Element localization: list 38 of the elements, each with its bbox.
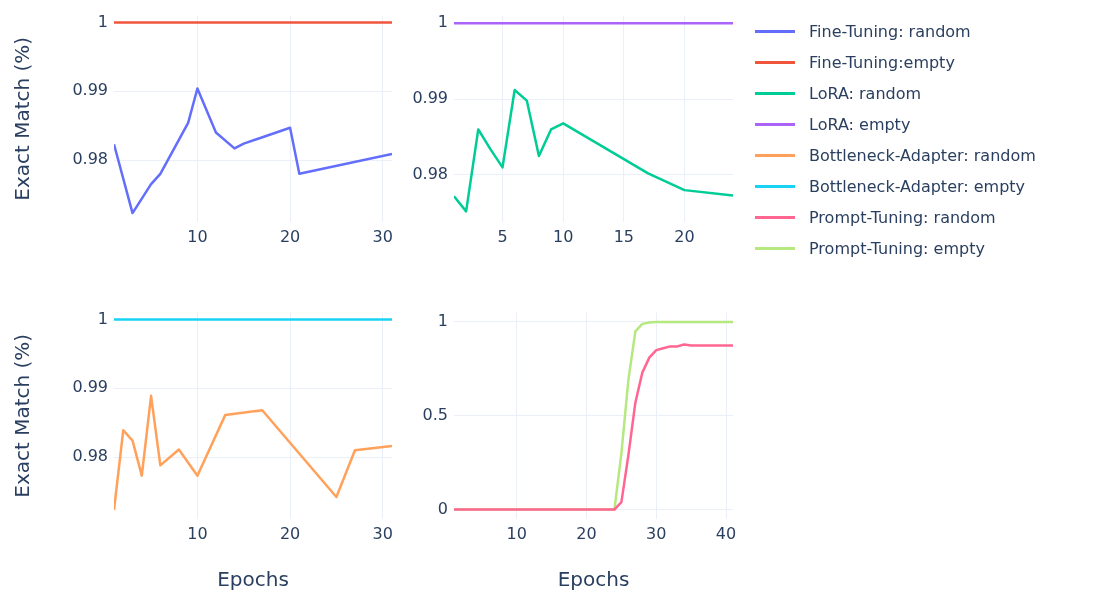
legend-label: Prompt-Tuning: empty [809,239,985,258]
x-tick-label: 30 [372,523,393,543]
x-axis-title: Epochs [217,567,289,592]
legend-label: Fine-Tuning:empty [809,53,955,72]
x-tick-label: 20 [279,523,301,543]
legend-label: Fine-Tuning: random [809,22,971,41]
x-tick-label: 10 [552,226,574,246]
y-tick-label: 1 [97,11,108,31]
y-tick-label: 0.98 [412,164,448,184]
x-tick-label: 30 [646,523,667,543]
y-axis-title: Exact Match (%) [10,333,35,498]
y-tick-label: 1 [437,311,448,331]
y-tick-label: 0.99 [412,88,448,108]
x-tick-label: 5 [497,226,508,246]
legend-label: Prompt-Tuning: random [809,208,996,227]
legend-label: Bottleneck-Adapter: empty [809,177,1026,196]
x-tick-label: 30 [372,226,393,246]
x-axis-title: Epochs [557,567,630,592]
x-tick-label: 10 [187,523,208,543]
y-tick-label: 0.98 [72,149,108,169]
x-tick-label: 20 [674,226,695,246]
y-tick-label: 0 [437,498,448,518]
x-tick-label: 10 [187,226,208,246]
x-tick-label: 15 [613,226,635,246]
x-tick-label: 40 [715,523,737,543]
x-tick-label: 20 [576,523,597,543]
y-tick-label: 0.98 [72,446,108,466]
legend-label: LoRA: empty [809,115,911,134]
x-tick-label: 10 [506,523,527,543]
y-tick-label: 0.99 [72,377,108,397]
y-axis-title: Exact Match (%) [10,36,35,201]
y-tick-label: 0.99 [72,80,108,100]
x-tick-label: 20 [279,226,301,246]
y-tick-label: 0.5 [422,404,448,424]
y-tick-label: 1 [97,308,108,328]
y-tick-label: 1 [437,12,448,32]
legend-label: Bottleneck-Adapter: random [809,146,1036,165]
legend-label: LoRA: random [809,84,922,103]
